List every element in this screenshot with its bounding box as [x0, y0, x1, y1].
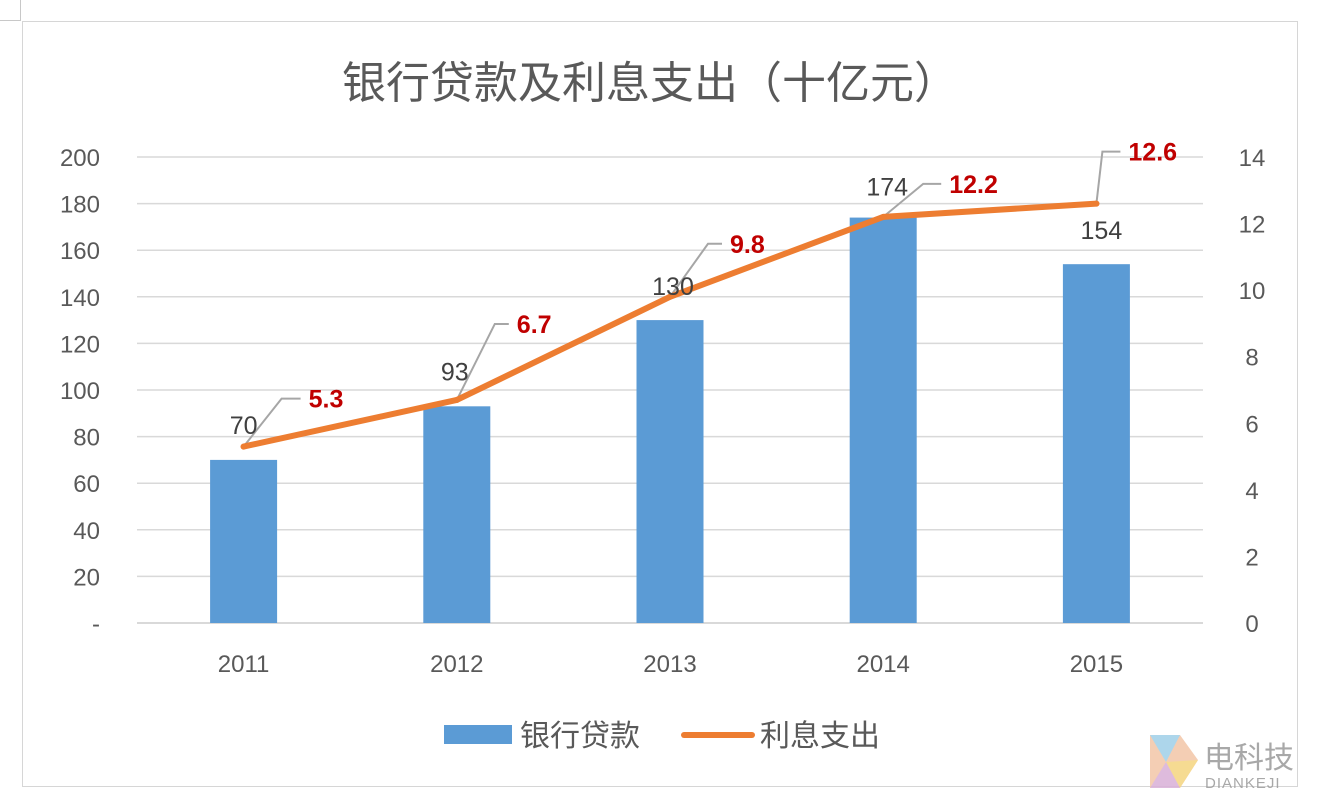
bar-data-label: 154: [1081, 217, 1123, 245]
line-data-label: 12.6: [1128, 139, 1177, 167]
bar-data-label: 130: [652, 273, 694, 301]
leader-line: [669, 242, 722, 298]
y-right-tick-label: 6: [1245, 411, 1258, 438]
y-right-tick-label: 8: [1245, 345, 1258, 372]
axes: - 20 40 60 80 100 120 140 160 180 200 0 2 4 6 8 10 12 14 20…: [60, 145, 1265, 678]
legend: 银行贷款 利息支出: [444, 719, 880, 754]
line-point: [240, 443, 247, 450]
y-right-tick-label: 2: [1245, 544, 1258, 571]
line-data-label: 6.7: [517, 311, 552, 339]
line-point: [453, 396, 460, 403]
line-series: [240, 200, 1100, 450]
line-point: [880, 213, 887, 220]
y-left-tick-label: 40: [73, 518, 100, 545]
line-data-label: 12.2: [949, 171, 998, 199]
bar-data-label: 174: [866, 174, 908, 202]
leader-line: [882, 182, 942, 218]
sheet-corner: [0, 0, 21, 21]
bar: [1062, 264, 1130, 623]
x-tick-label: 2015: [1070, 651, 1123, 678]
y-right-tick-label: 10: [1239, 278, 1266, 305]
leader-line: [1095, 150, 1121, 204]
x-tick-label: 2011: [218, 651, 270, 678]
y-left-tick-label: 20: [73, 564, 100, 591]
bar: [636, 320, 704, 623]
bar: [849, 217, 917, 623]
legend-line-label: 利息支出: [760, 719, 880, 754]
y-right-tick-label: 4: [1245, 478, 1258, 505]
bar-data-label: 70: [230, 412, 258, 440]
watermark-text-en: DIANKEJI: [1205, 775, 1281, 792]
y-left-tick-label: 120: [60, 331, 100, 358]
x-tick-label: 2014: [857, 651, 910, 678]
y-left-tick-label: 80: [73, 425, 100, 452]
y-left-tick-label: 100: [60, 378, 100, 405]
line-data-label: 5.3: [309, 386, 344, 414]
watermark-text-cn: 电科技: [1204, 741, 1294, 776]
bar: [423, 406, 491, 623]
y-right-tick-label: 12: [1239, 212, 1266, 239]
line-point: [1093, 200, 1100, 207]
bar-data-label: 93: [441, 358, 469, 386]
line-data-label: 9.8: [730, 231, 765, 259]
leader-line: [242, 397, 301, 448]
leader-lines: [242, 150, 1121, 448]
y-left-tick-label: -: [92, 611, 100, 638]
legend-bar-label: 银行贷款: [520, 719, 640, 754]
legend-bar-swatch: [444, 725, 512, 744]
data-labels: 70 93 130 174 154 5.3 6.7 9.8 12.2 12.6: [230, 139, 1177, 440]
y-left-tick-label: 160: [60, 238, 100, 265]
y-right-tick-label: 0: [1245, 611, 1258, 638]
leader-line: [455, 322, 509, 401]
chart-title: 银行贷款及利息支出（十亿元）: [342, 58, 958, 109]
bar: [210, 459, 278, 623]
line-point: [667, 293, 673, 300]
y-left-tick-label: 200: [60, 145, 100, 172]
x-tick-label: 2013: [643, 651, 696, 678]
y-left-tick-label: 60: [73, 471, 100, 498]
bar-series: [210, 217, 1130, 623]
y-left-tick-label: 180: [60, 192, 100, 219]
y-left-tick-label: 140: [60, 285, 100, 312]
x-tick-label: 2012: [430, 651, 483, 678]
y-right-tick-label: 14: [1239, 145, 1266, 172]
watermark: 电科技 DIANKEJI: [1150, 735, 1294, 792]
watermark-logo-icon: [1150, 735, 1198, 788]
